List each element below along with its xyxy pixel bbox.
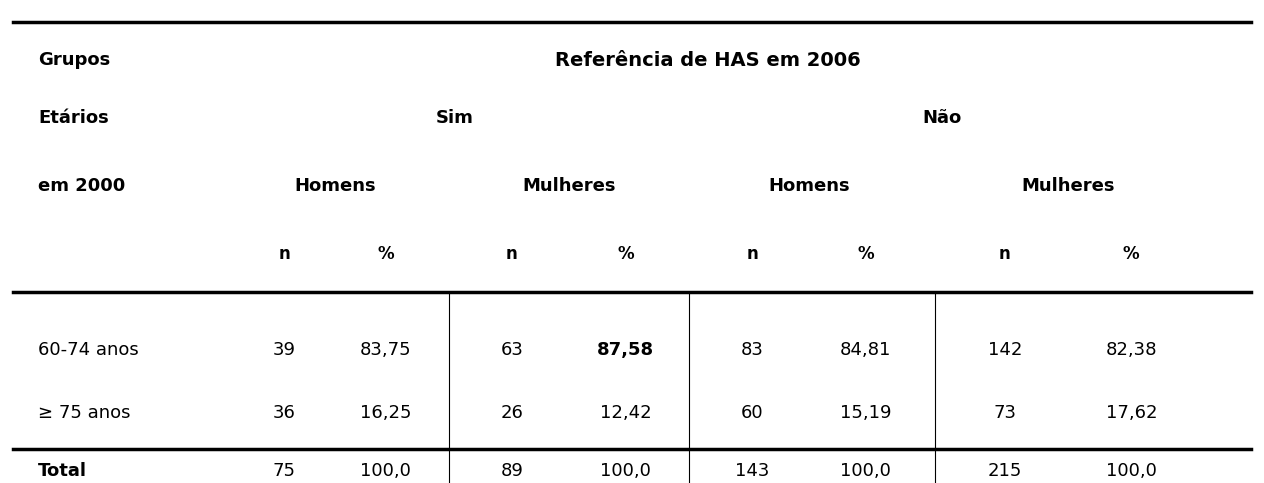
Text: %: % <box>857 244 875 263</box>
Text: 100,0: 100,0 <box>1106 462 1157 480</box>
Text: em 2000: em 2000 <box>38 177 125 195</box>
Text: %: % <box>617 244 635 263</box>
Text: 87,58: 87,58 <box>597 341 655 359</box>
Text: 82,38: 82,38 <box>1106 341 1157 359</box>
Text: Sim: Sim <box>436 109 474 128</box>
Text: 84,81: 84,81 <box>841 341 891 359</box>
Text: Referência de HAS em 2006: Referência de HAS em 2006 <box>555 51 861 70</box>
Text: 215: 215 <box>987 462 1023 480</box>
Text: 60: 60 <box>741 404 763 422</box>
Text: n: n <box>506 244 518 263</box>
Text: Total: Total <box>38 462 87 480</box>
Text: 89: 89 <box>501 462 523 480</box>
Text: 100,0: 100,0 <box>600 462 651 480</box>
Text: n: n <box>278 244 291 263</box>
Text: 17,62: 17,62 <box>1106 404 1157 422</box>
Text: 143: 143 <box>734 462 770 480</box>
Text: %: % <box>377 244 394 263</box>
Text: Grupos: Grupos <box>38 51 110 70</box>
Text: 39: 39 <box>273 341 296 359</box>
Text: 16,25: 16,25 <box>360 404 411 422</box>
Text: %: % <box>1122 244 1140 263</box>
Text: Mulheres: Mulheres <box>522 177 616 195</box>
Text: 26: 26 <box>501 404 523 422</box>
Text: Homens: Homens <box>769 177 849 195</box>
Text: 83,75: 83,75 <box>360 341 411 359</box>
Text: 60-74 anos: 60-74 anos <box>38 341 139 359</box>
Text: 36: 36 <box>273 404 296 422</box>
Text: 75: 75 <box>273 462 296 480</box>
Text: 83: 83 <box>741 341 763 359</box>
Text: Mulheres: Mulheres <box>1021 177 1115 195</box>
Text: 73: 73 <box>994 404 1016 422</box>
Text: 100,0: 100,0 <box>841 462 891 480</box>
Text: 142: 142 <box>987 341 1023 359</box>
Text: Não: Não <box>921 109 962 128</box>
Text: 12,42: 12,42 <box>600 404 651 422</box>
Text: Homens: Homens <box>295 177 375 195</box>
Text: 15,19: 15,19 <box>841 404 891 422</box>
Text: 100,0: 100,0 <box>360 462 411 480</box>
Text: ≥ 75 anos: ≥ 75 anos <box>38 404 130 422</box>
Text: Etários: Etários <box>38 109 109 128</box>
Text: n: n <box>999 244 1011 263</box>
Text: 63: 63 <box>501 341 523 359</box>
Text: n: n <box>746 244 758 263</box>
